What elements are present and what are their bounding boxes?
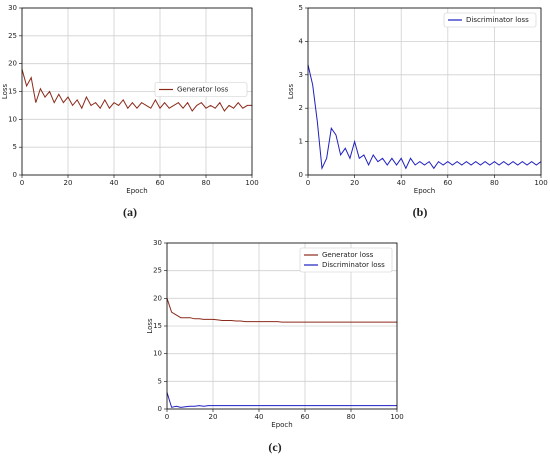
y-tick-label: 15: [8, 88, 17, 96]
legend-label: Discriminator loss: [466, 16, 529, 24]
x-tick-label: 60: [443, 179, 452, 187]
x-tick-label: 100: [390, 413, 403, 421]
y-tick-label: 30: [153, 239, 162, 247]
x-tick-label: 20: [209, 413, 218, 421]
plot-frame: [307, 7, 542, 176]
x-tick-label: 0: [20, 179, 24, 187]
x-tick-label: 0: [165, 413, 169, 421]
legend-label: Discriminator loss: [322, 261, 385, 269]
y-tick-label: 30: [8, 4, 17, 12]
y-tick-label: 5: [158, 377, 162, 385]
legend-box: [443, 12, 537, 28]
y-tick-label: 4: [299, 37, 304, 45]
legend-box: [299, 247, 393, 273]
legend-label: Generator loss: [322, 251, 374, 259]
x-axis-label: Epoch: [414, 187, 435, 195]
y-tick-label: 25: [8, 32, 17, 40]
y-tick-label: 0: [13, 171, 17, 179]
x-tick-label: 40: [397, 179, 406, 187]
y-tick-label: 5: [13, 143, 17, 151]
plot-frame: [166, 242, 398, 410]
x-tick-label: 100: [245, 179, 258, 187]
y-tick-label: 0: [158, 405, 162, 413]
x-tick-label: 60: [156, 179, 165, 187]
x-tick-label: 40: [255, 413, 264, 421]
x-tick-label: 60: [301, 413, 310, 421]
loss-line: [166, 392, 397, 408]
x-axis-label: Epoch: [126, 187, 147, 195]
y-tick-label: 5: [299, 4, 303, 12]
y-axis-label: Loss: [287, 83, 295, 99]
y-tick-label: 15: [153, 322, 162, 330]
plot-frame: [21, 7, 253, 176]
legend-box: [154, 82, 248, 97]
x-tick-label: 80: [347, 413, 356, 421]
x-tick-label: 80: [490, 179, 499, 187]
x-tick-label: 20: [350, 179, 359, 187]
y-tick-label: 25: [153, 267, 162, 275]
x-tick-label: 0: [306, 179, 310, 187]
y-tick-label: 0: [299, 171, 303, 179]
y-tick-label: 20: [8, 60, 17, 68]
x-tick-label: 20: [64, 179, 73, 187]
y-tick-label: 10: [8, 115, 17, 123]
caption: (b): [413, 205, 428, 219]
y-axis-label: Loss: [1, 83, 9, 99]
y-tick-label: 10: [153, 350, 162, 358]
y-axis-label: Loss: [146, 318, 154, 334]
y-tick-label: 1: [299, 138, 303, 146]
loss-line: [166, 298, 397, 323]
loss-line: [21, 69, 252, 112]
caption: (c): [268, 440, 281, 454]
x-tick-label: 80: [202, 179, 211, 187]
legend-label: Generator loss: [177, 86, 229, 94]
x-tick-label: 40: [110, 179, 119, 187]
y-tick-label: 20: [153, 294, 162, 302]
y-tick-label: 2: [299, 104, 303, 112]
x-tick-label: 100: [534, 179, 547, 187]
loss-line: [307, 64, 542, 171]
x-axis-label: Epoch: [271, 421, 292, 429]
caption: (a): [123, 205, 137, 219]
y-tick-label: 3: [299, 71, 303, 79]
